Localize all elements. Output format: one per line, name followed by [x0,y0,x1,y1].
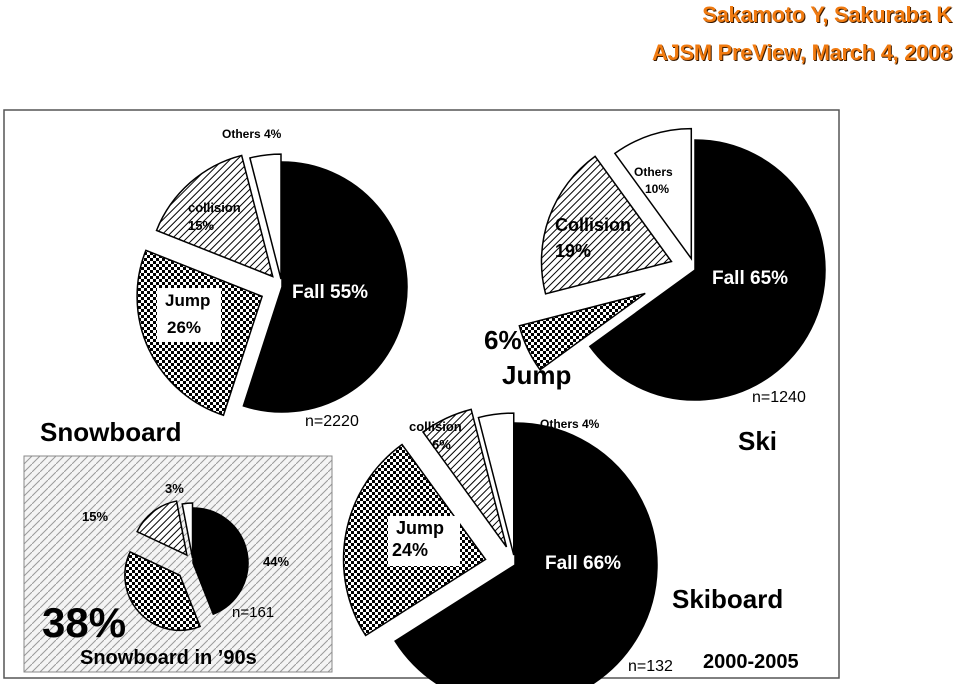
pie-2-title: Skiboard [672,584,783,614]
pie-3-label-collision: 15% [82,509,108,524]
pie-3-title: Snowboard in ’90s [80,647,257,669]
nineties-inset-background [23,455,333,673]
pie-2-slice-others [477,412,515,556]
pie-2-label-jump-line2: 24% [392,540,428,560]
pie-1-label-collision: Collision [555,215,631,235]
pie-0-label-collision-line2: 15% [188,218,214,233]
pie-2-label-box [388,516,460,566]
pie-1-slice-collision [540,155,673,295]
pie-2-slice-fall [394,422,658,684]
pie-0-slice-collision [155,154,274,278]
pie-0-slice-others [248,153,282,280]
pie-0-label-box [157,288,221,342]
pie-3-label-jump: 38% [42,599,126,646]
pie-1-label-others-line2: 10% [645,182,669,196]
pie-1-label-jump: 6% [484,325,522,355]
pie-1-n: n=1240 [752,389,806,406]
pie-3-slice-jump [124,550,202,631]
pie-1-label-collision-line2: 19% [555,241,591,261]
pie-1-slice-fall [588,139,826,401]
pie-0-label-jump-line2: 26% [167,318,201,337]
pie-1-label-others: Others [634,165,673,179]
pie-2-n: n=132 [628,658,673,675]
pie-2-label-collision: collision [409,419,462,434]
pie-0-label-jump: Jump [165,291,210,310]
pie-3-slice-others [181,502,194,559]
pie-3-n: n=161 [232,604,274,621]
pie-0-title: Snowboard [40,417,182,447]
pie-2-slice-collision [421,408,508,548]
pie-0-n: n=2220 [305,413,359,430]
pie-2-label-fall: Fall 66% [545,553,621,574]
pie-2-label-others: Others 4% [540,417,600,431]
pie-3-label-others: 3% [165,481,184,496]
pie-1-label-fall: Fall 65% [712,268,788,289]
pie-1-slice-jump [518,292,646,371]
pie-3-slice-fall [192,507,249,616]
years-label: 2000-2005 [703,651,799,673]
pie-3-label-fall: 44% [263,554,289,569]
pie-1-title: Ski [738,426,777,456]
pie-2-label-collision-line2: 6% [432,437,451,452]
pie-0-label-fall: Fall 55% [292,282,368,303]
pie-3-slice-collision [136,500,188,557]
header-authors: Sakamoto Y, Sakuraba K [702,2,952,27]
pie-1-slice-others [613,127,693,261]
pie-0-label-collision: collision [188,200,241,215]
header-journal: AJSM PreView, March 4, 2008 [651,40,952,65]
pie-2-label-jump: Jump [396,518,444,538]
pie-0-label-others: Others 4% [222,127,282,141]
pie-1-label-jump-line2: Jump [502,360,571,390]
pie-0-slice-fall [242,161,408,413]
